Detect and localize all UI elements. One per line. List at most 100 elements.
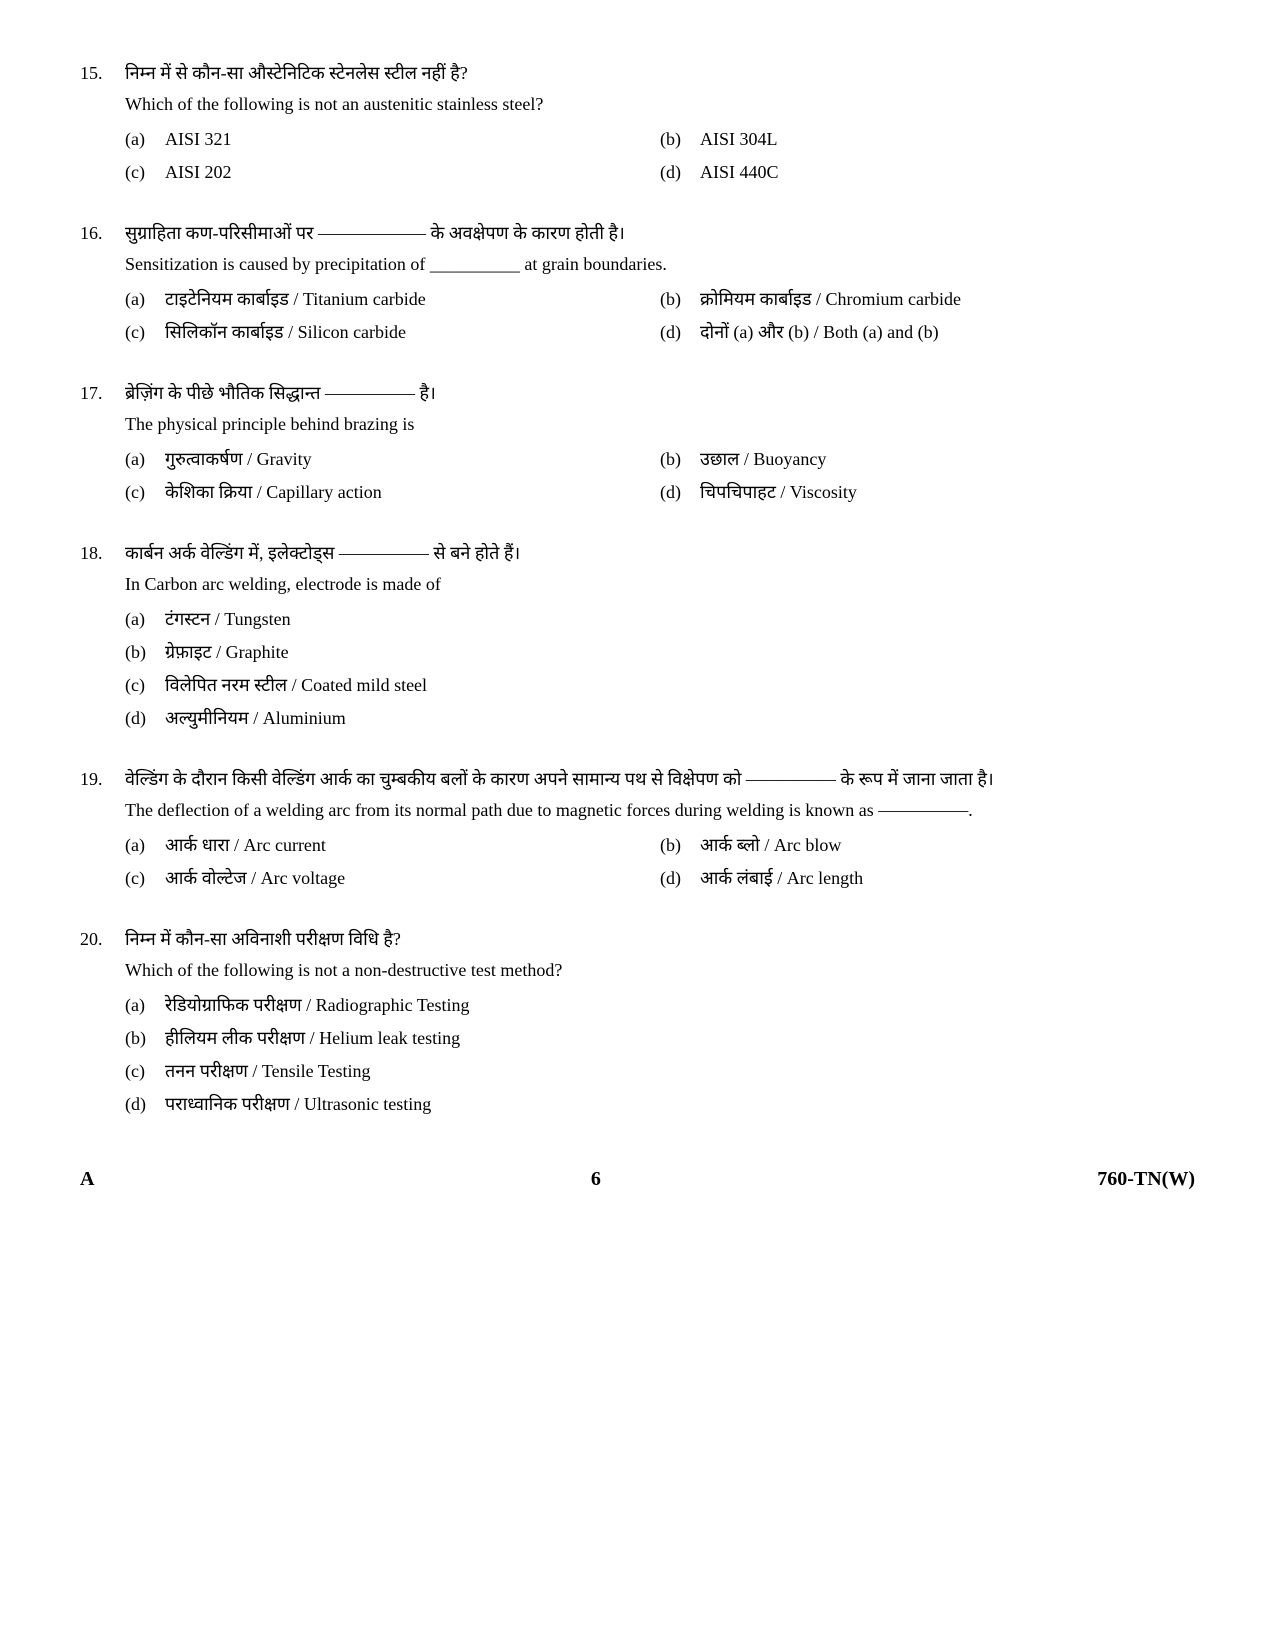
question-number: 17.: [80, 380, 125, 512]
option-text: AISI 304L: [700, 126, 1195, 153]
option-text: रेडियोग्राफिक परीक्षण / Radiographic Tes…: [165, 992, 1195, 1019]
option-text: AISI 440C: [700, 159, 1195, 186]
option-label: (c): [125, 159, 165, 186]
option-label: (c): [125, 1058, 165, 1085]
footer-left: A: [80, 1164, 94, 1194]
option-text: AISI 202: [165, 159, 660, 186]
option-label: (c): [125, 865, 165, 892]
option-text: केशिका क्रिया / Capillary action: [165, 479, 660, 506]
option-label: (b): [660, 286, 700, 313]
option-label: (b): [660, 832, 700, 859]
option-text: दोनों (a) और (b) / Both (a) and (b): [700, 319, 1195, 346]
footer-right: 760-TN(W): [1097, 1164, 1195, 1194]
option: (d)चिपचिपाहट / Viscosity: [660, 479, 1195, 506]
option-label: (a): [125, 126, 165, 153]
question-text-hindi: वेल्डिंग के दौरान किसी वेल्डिंग आर्क का …: [125, 766, 1195, 793]
question-text-hindi: निम्न में कौन-सा अविनाशी परीक्षण विधि है…: [125, 926, 1195, 953]
option: (c)विलेपित नरम स्टील / Coated mild steel: [125, 672, 1195, 699]
option-label: (d): [660, 319, 700, 346]
option-text: आर्क ब्लो / Arc blow: [700, 832, 1195, 859]
question: 19.वेल्डिंग के दौरान किसी वेल्डिंग आर्क …: [80, 766, 1195, 898]
question-body: निम्न में कौन-सा अविनाशी परीक्षण विधि है…: [125, 926, 1195, 1124]
option: (b)उछाल / Buoyancy: [660, 446, 1195, 473]
option: (c)तनन परीक्षण / Tensile Testing: [125, 1058, 1195, 1085]
option-label: (c): [125, 319, 165, 346]
option-text: ग्रेफ़ाइट / Graphite: [165, 639, 1195, 666]
option-text: पराध्वानिक परीक्षण / Ultrasonic testing: [165, 1091, 1195, 1118]
option-label: (a): [125, 832, 165, 859]
option: (a)टंगस्टन / Tungsten: [125, 606, 1195, 633]
question: 20.निम्न में कौन-सा अविनाशी परीक्षण विधि…: [80, 926, 1195, 1124]
option: (d)आर्क लंबाई / Arc length: [660, 865, 1195, 892]
question-body: ब्रेज़िंग के पीछे भौतिक सिद्धान्त ————— …: [125, 380, 1195, 512]
question-text-english: Sensitization is caused by precipitation…: [125, 251, 1195, 278]
question: 16.सुग्राहिता कण-परिसीमाओं पर —————— के …: [80, 220, 1195, 352]
option: (c)सिलिकॉन कार्बाइड / Silicon carbide: [125, 319, 660, 346]
option-text: आर्क वोल्टेज / Arc voltage: [165, 865, 660, 892]
page-number: 6: [94, 1164, 1097, 1194]
question-text-hindi: ब्रेज़िंग के पीछे भौतिक सिद्धान्त ————— …: [125, 380, 1195, 407]
question-text-english: Which of the following is not an austeni…: [125, 91, 1195, 118]
option-label: (d): [125, 705, 165, 732]
option: (b)ग्रेफ़ाइट / Graphite: [125, 639, 1195, 666]
option: (b)आर्क ब्लो / Arc blow: [660, 832, 1195, 859]
question-body: वेल्डिंग के दौरान किसी वेल्डिंग आर्क का …: [125, 766, 1195, 898]
option: (a)गुरुत्वाकर्षण / Gravity: [125, 446, 660, 473]
options-container: (a)गुरुत्वाकर्षण / Gravity(b)उछाल / Buoy…: [125, 446, 1195, 512]
options-container: (a)टाइटेनियम कार्बाइड / Titanium carbide…: [125, 286, 1195, 352]
option: (a)आर्क धारा / Arc current: [125, 832, 660, 859]
question-number: 20.: [80, 926, 125, 1124]
option-label: (d): [125, 1091, 165, 1118]
option-text: अल्युमीनियम / Aluminium: [165, 705, 1195, 732]
option: (b)हीलियम लीक परीक्षण / Helium leak test…: [125, 1025, 1195, 1052]
option-label: (a): [125, 286, 165, 313]
question-text-english: The deflection of a welding arc from its…: [125, 797, 1195, 824]
questions-container: 15.निम्न में से कौन-सा औस्टेनिटिक स्टेनल…: [80, 60, 1195, 1124]
question-number: 15.: [80, 60, 125, 192]
option-text: सिलिकॉन कार्बाइड / Silicon carbide: [165, 319, 660, 346]
option-text: आर्क लंबाई / Arc length: [700, 865, 1195, 892]
option: (d)AISI 440C: [660, 159, 1195, 186]
question-body: सुग्राहिता कण-परिसीमाओं पर —————— के अवक…: [125, 220, 1195, 352]
options-container: (a)रेडियोग्राफिक परीक्षण / Radiographic …: [125, 992, 1195, 1124]
option-label: (a): [125, 446, 165, 473]
option-text: हीलियम लीक परीक्षण / Helium leak testing: [165, 1025, 1195, 1052]
question-body: निम्न में से कौन-सा औस्टेनिटिक स्टेनलेस …: [125, 60, 1195, 192]
option-label: (d): [660, 479, 700, 506]
option: (b)AISI 304L: [660, 126, 1195, 153]
option-text: क्रोमियम कार्बाइड / Chromium carbide: [700, 286, 1195, 313]
question-text-english: Which of the following is not a non-dest…: [125, 957, 1195, 984]
option-label: (a): [125, 992, 165, 1019]
question-number: 18.: [80, 540, 125, 738]
option-label: (b): [125, 1025, 165, 1052]
question: 17.ब्रेज़िंग के पीछे भौतिक सिद्धान्त ———…: [80, 380, 1195, 512]
option-text: उछाल / Buoyancy: [700, 446, 1195, 473]
option: (a)रेडियोग्राफिक परीक्षण / Radiographic …: [125, 992, 1195, 1019]
question-text-english: The physical principle behind brazing is: [125, 411, 1195, 438]
option: (a)टाइटेनियम कार्बाइड / Titanium carbide: [125, 286, 660, 313]
option-text: चिपचिपाहट / Viscosity: [700, 479, 1195, 506]
option-text: तनन परीक्षण / Tensile Testing: [165, 1058, 1195, 1085]
option: (d)पराध्वानिक परीक्षण / Ultrasonic testi…: [125, 1091, 1195, 1118]
question-text-hindi: निम्न में से कौन-सा औस्टेनिटिक स्टेनलेस …: [125, 60, 1195, 87]
option-text: गुरुत्वाकर्षण / Gravity: [165, 446, 660, 473]
question-text-english: In Carbon arc welding, electrode is made…: [125, 571, 1195, 598]
options-container: (a)टंगस्टन / Tungsten (b)ग्रेफ़ाइट / Grap…: [125, 606, 1195, 738]
option-label: (d): [660, 159, 700, 186]
question-number: 19.: [80, 766, 125, 898]
option-text: AISI 321: [165, 126, 660, 153]
option: (d)दोनों (a) और (b) / Both (a) and (b): [660, 319, 1195, 346]
question: 15.निम्न में से कौन-सा औस्टेनिटिक स्टेनल…: [80, 60, 1195, 192]
question-text-hindi: सुग्राहिता कण-परिसीमाओं पर —————— के अवक…: [125, 220, 1195, 247]
option-label: (b): [125, 639, 165, 666]
option: (a)AISI 321: [125, 126, 660, 153]
option-text: विलेपित नरम स्टील / Coated mild steel: [165, 672, 1195, 699]
option: (c)केशिका क्रिया / Capillary action: [125, 479, 660, 506]
option-label: (b): [660, 446, 700, 473]
option-text: टाइटेनियम कार्बाइड / Titanium carbide: [165, 286, 660, 313]
option-label: (b): [660, 126, 700, 153]
page-footer: A 6 760-TN(W): [80, 1164, 1195, 1194]
question: 18.कार्बन अर्क वेल्डिंग में, इलेक्टोड्स …: [80, 540, 1195, 738]
options-container: (a)आर्क धारा / Arc current(b)आर्क ब्लो /…: [125, 832, 1195, 898]
question-text-hindi: कार्बन अर्क वेल्डिंग में, इलेक्टोड्स ———…: [125, 540, 1195, 567]
